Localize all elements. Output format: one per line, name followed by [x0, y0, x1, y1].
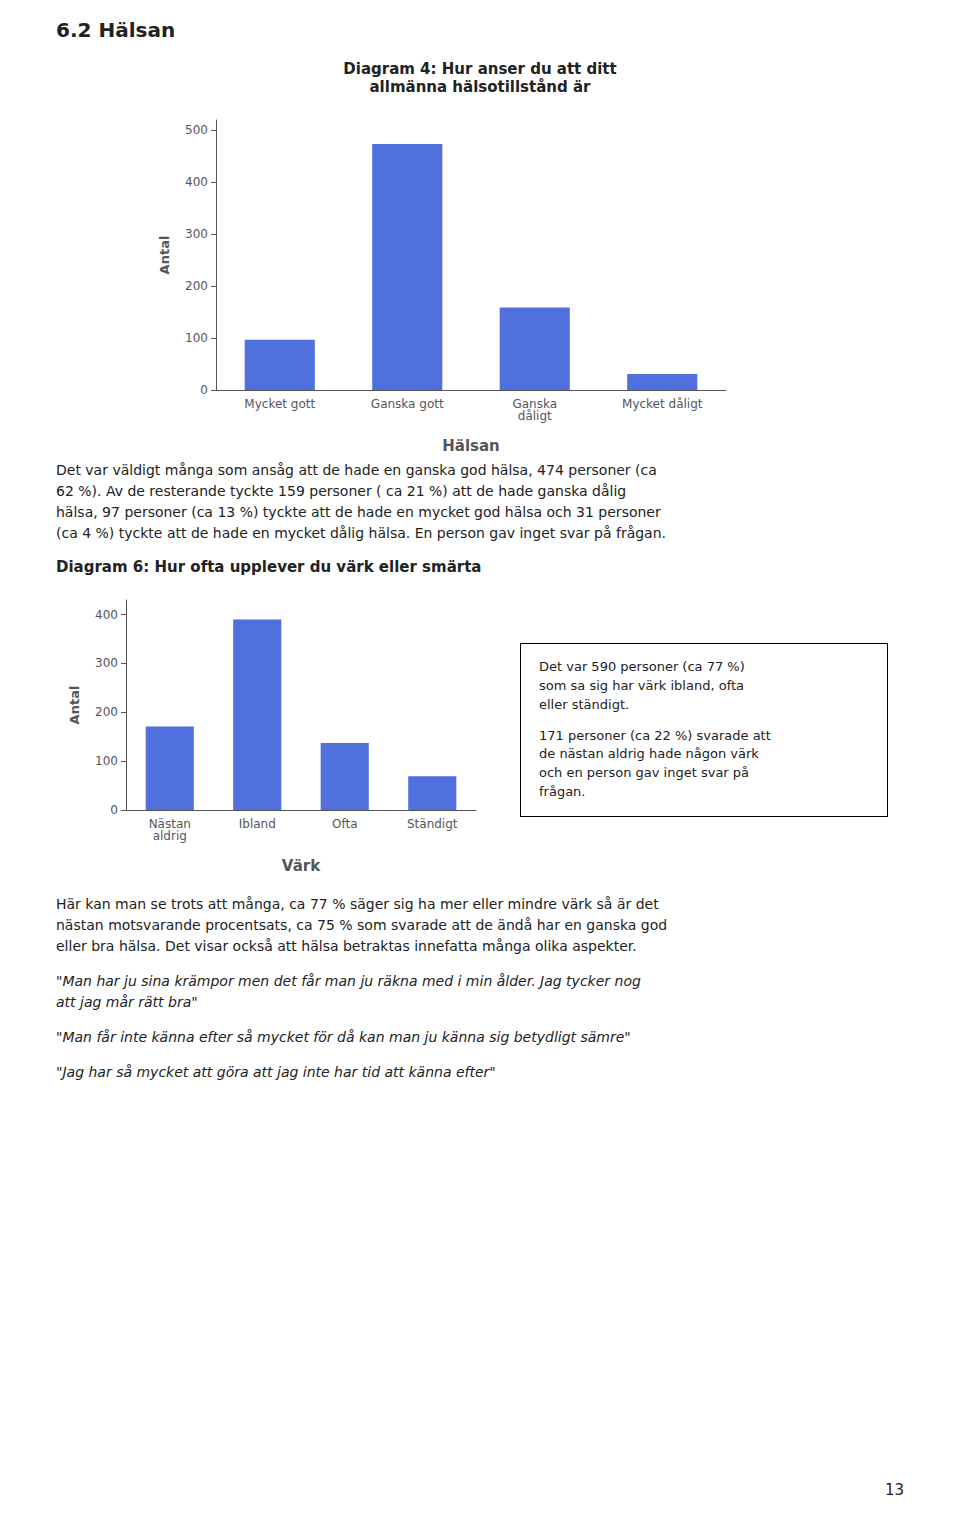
- svg-text:dåligt: dåligt: [518, 409, 552, 423]
- html-text:13: 13: [884, 1481, 904, 1499]
- html-text:Diagram 4: Hur anser du att di: Diagram 4: Hur anser du att ditt allmänn…: [343, 60, 617, 96]
- svg-text:400: 400: [185, 175, 208, 189]
- svg-text:Mycket gott: Mycket gott: [244, 397, 315, 411]
- svg-text:Antal: Antal: [67, 686, 82, 725]
- svg-text:300: 300: [95, 656, 118, 670]
- svg-text:0: 0: [110, 803, 118, 817]
- svg-text:200: 200: [95, 705, 118, 719]
- svg-text:Värk: Värk: [282, 857, 321, 875]
- html-text:171 personer (ca 22 %) svarade: 171 personer (ca 22 %) svarade att de nä…: [539, 727, 771, 800]
- html-text:"Jag har så mycket att göra at: "Jag har så mycket att göra att jag inte…: [56, 1064, 496, 1080]
- svg-text:Hälsan: Hälsan: [442, 437, 500, 455]
- svg-text:100: 100: [95, 754, 118, 768]
- svg-text:400: 400: [95, 608, 118, 622]
- svg-text:Ibland: Ibland: [239, 817, 276, 831]
- svg-text:Antal: Antal: [157, 236, 172, 275]
- svg-text:Ganska: Ganska: [512, 397, 558, 411]
- html-text:6.2 Hälsan: 6.2 Hälsan: [56, 18, 176, 42]
- svg-text:300: 300: [185, 227, 208, 241]
- svg-text:Ofta: Ofta: [332, 817, 358, 831]
- svg-text:500: 500: [185, 123, 208, 137]
- svg-text:Nästan: Nästan: [148, 817, 191, 831]
- html-text:Här kan man se trots att många: Här kan man se trots att många, ca 77 % …: [56, 896, 668, 954]
- html-text:Det var 590 personer (ca 77 %): Det var 590 personer (ca 77 %) som sa si…: [539, 659, 745, 712]
- html-text:Det var väldigt många som anså: Det var väldigt många som ansåg att de h…: [56, 462, 666, 541]
- html-text:Diagram 6: Hur ofta upplever d: Diagram 6: Hur ofta upplever du värk ell…: [56, 558, 482, 576]
- html-text:"Man får inte känna efter så m: "Man får inte känna efter så mycket för …: [56, 1029, 631, 1045]
- svg-text:Mycket dåligt: Mycket dåligt: [622, 397, 703, 411]
- svg-text:Ganska gott: Ganska gott: [371, 397, 444, 411]
- svg-text:0: 0: [200, 383, 208, 397]
- html-text:"Man har ju sina krämpor men d: "Man har ju sina krämpor men det får man…: [56, 973, 641, 1010]
- svg-text:200: 200: [185, 279, 208, 293]
- svg-text:100: 100: [185, 331, 208, 345]
- svg-text:Ständigt: Ständigt: [407, 817, 458, 831]
- svg-text:aldrig: aldrig: [153, 829, 187, 843]
